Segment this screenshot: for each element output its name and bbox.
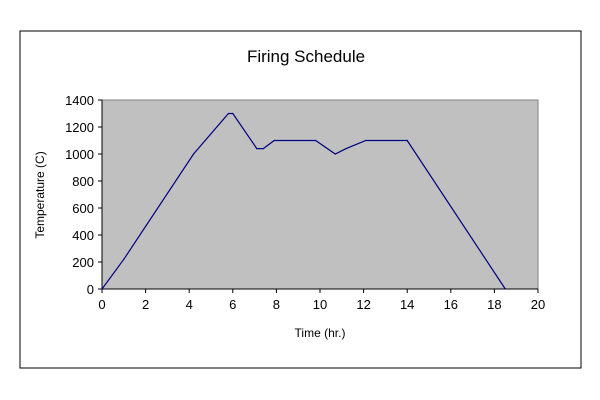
data-point (256, 148, 258, 150)
y-axis-label: Temperature (C) (33, 151, 47, 238)
x-tick-label: 2 (142, 297, 149, 312)
data-point (406, 139, 408, 142)
y-tick-label: 1000 (65, 147, 94, 162)
x-tick-label: 0 (98, 297, 105, 312)
y-axis-ticks: 0 200 400 600 800 1000 1200 1400 (65, 93, 102, 297)
x-tick-label: 6 (229, 297, 236, 312)
y-tick-label: 0 (87, 282, 94, 297)
data-point (101, 288, 103, 290)
data-point (273, 139, 275, 142)
x-tick-label: 18 (487, 297, 501, 312)
x-tick-label: 16 (444, 297, 458, 312)
chart-title: Firing Schedule (247, 47, 365, 66)
x-tick-label: 8 (273, 297, 280, 312)
plot-area (101, 99, 539, 290)
x-axis-ticks: 0 2 4 6 8 10 12 14 16 18 20 (98, 289, 545, 312)
data-point (192, 153, 195, 155)
data-point (262, 148, 264, 150)
x-tick-label: 12 (356, 297, 370, 312)
x-axis-label: Time (hr.) (295, 326, 346, 340)
series-layer (101, 112, 506, 290)
x-tick-label: 14 (400, 297, 414, 312)
data-point (232, 112, 234, 115)
x-tick-label: 10 (313, 297, 327, 312)
y-tick-label: 800 (72, 174, 94, 189)
data-point (504, 288, 506, 290)
series-line (101, 112, 506, 290)
data-point (227, 112, 230, 115)
data-point (365, 139, 367, 142)
x-tick-label: 20 (531, 297, 545, 312)
data-point (345, 148, 347, 150)
data-point (334, 153, 336, 155)
data-point (315, 139, 317, 142)
y-tick-label: 1200 (65, 120, 94, 135)
y-tick-label: 400 (72, 228, 94, 243)
y-tick-label: 200 (72, 255, 94, 270)
y-tick-label: 1400 (65, 93, 94, 108)
data-point (123, 258, 125, 260)
x-tick-label: 4 (186, 297, 193, 312)
y-tick-label: 600 (72, 201, 94, 216)
